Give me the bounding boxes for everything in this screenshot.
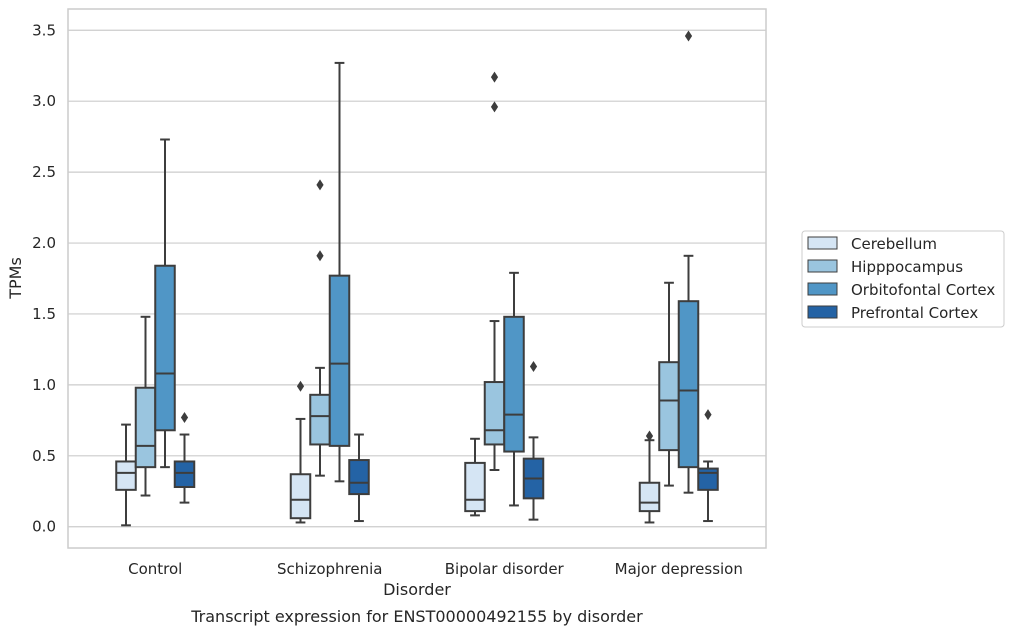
legend-frame [801, 230, 1005, 328]
y-tick-label: 3.0 [32, 92, 56, 110]
box-body [677, 300, 700, 469]
box [638, 430, 661, 524]
legend-swatch [807, 259, 838, 273]
box-body [289, 473, 312, 520]
legend-swatch [807, 305, 838, 319]
legend-swatch [807, 282, 838, 296]
series-cerebellum [115, 380, 661, 527]
box-body [154, 264, 176, 432]
box [658, 281, 680, 487]
box-body [328, 274, 351, 447]
y-tick-label: 0.0 [32, 518, 56, 536]
x-axis-label: Disorder [383, 580, 451, 599]
legend-label: Hipppocampus [851, 258, 963, 276]
outlier-point [704, 409, 712, 421]
x-tick-label: Major depression [615, 560, 743, 578]
x-tick-label: Schizophrenia [277, 560, 382, 578]
box-body [503, 315, 525, 453]
box [328, 61, 351, 483]
legend-entry: Hipppocampus [807, 258, 963, 276]
box [464, 437, 486, 517]
box [115, 423, 137, 527]
y-tick-label: 2.0 [32, 234, 56, 252]
plot-frame [67, 8, 767, 549]
x-axis-ticks: Control Schizophrenia Bipolar disorder Majo… [128, 560, 743, 578]
outlier-point [316, 179, 324, 191]
outlier-point [316, 250, 324, 262]
box [309, 179, 331, 477]
box-body [464, 461, 486, 513]
legend: Cerebellum Hipppocampus Orbitofontal Corte… [801, 230, 1005, 328]
y-axis-label: TPMs [6, 257, 25, 300]
box-body [115, 460, 137, 491]
legend-entry: Cerebellum [807, 235, 937, 253]
box-body [658, 361, 680, 452]
series-orbitofontal-cortex [154, 30, 700, 507]
x-tick-label: Control [128, 560, 182, 578]
legend-entry: Prefrontal Cortex [807, 304, 978, 322]
y-tick-label: 2.5 [32, 163, 56, 181]
box [173, 412, 196, 504]
box-body [173, 460, 196, 489]
box-body [483, 381, 506, 446]
box [348, 433, 370, 523]
box-body [309, 393, 331, 446]
outlier-point [529, 360, 538, 372]
box-body [638, 481, 661, 513]
box [483, 71, 506, 471]
series-hipppocampus [134, 71, 680, 497]
outlier-point [645, 430, 654, 442]
series-prefrontal-cortex [173, 360, 719, 523]
outlier-point [180, 412, 189, 424]
box [677, 30, 700, 494]
box-body [134, 386, 157, 469]
box [134, 315, 157, 497]
box-series [115, 30, 719, 527]
box [289, 380, 312, 524]
outlier-point [296, 380, 305, 392]
x-tick-label: Bipolar disorder [445, 560, 565, 578]
y-tick-label: 1.5 [32, 305, 56, 323]
legend-label: Prefrontal Cortex [851, 304, 978, 322]
legend-label: Orbitofontal Cortex [851, 281, 995, 299]
legend-swatch [807, 236, 838, 250]
box [697, 409, 719, 523]
box-body [697, 467, 719, 491]
box-body [348, 459, 370, 496]
outlier-point [490, 71, 499, 83]
box [503, 271, 525, 507]
y-tick-label: 3.5 [32, 21, 56, 39]
legend-entry: Orbitofontal Cortex [807, 281, 995, 299]
outlier-point [684, 30, 693, 42]
chart-caption: Transcript expression for ENST0000049215… [190, 607, 643, 626]
y-tick-label: 0.5 [32, 447, 56, 465]
outlier-point [490, 101, 499, 113]
legend-label: Cerebellum [851, 235, 937, 253]
y-tick-label: 1.0 [32, 376, 56, 394]
box [522, 360, 545, 521]
box [154, 138, 176, 469]
y-axis-ticks: 0.0 0.5 1.0 1.5 2.0 2.5 3.0 3.5 [32, 21, 56, 535]
